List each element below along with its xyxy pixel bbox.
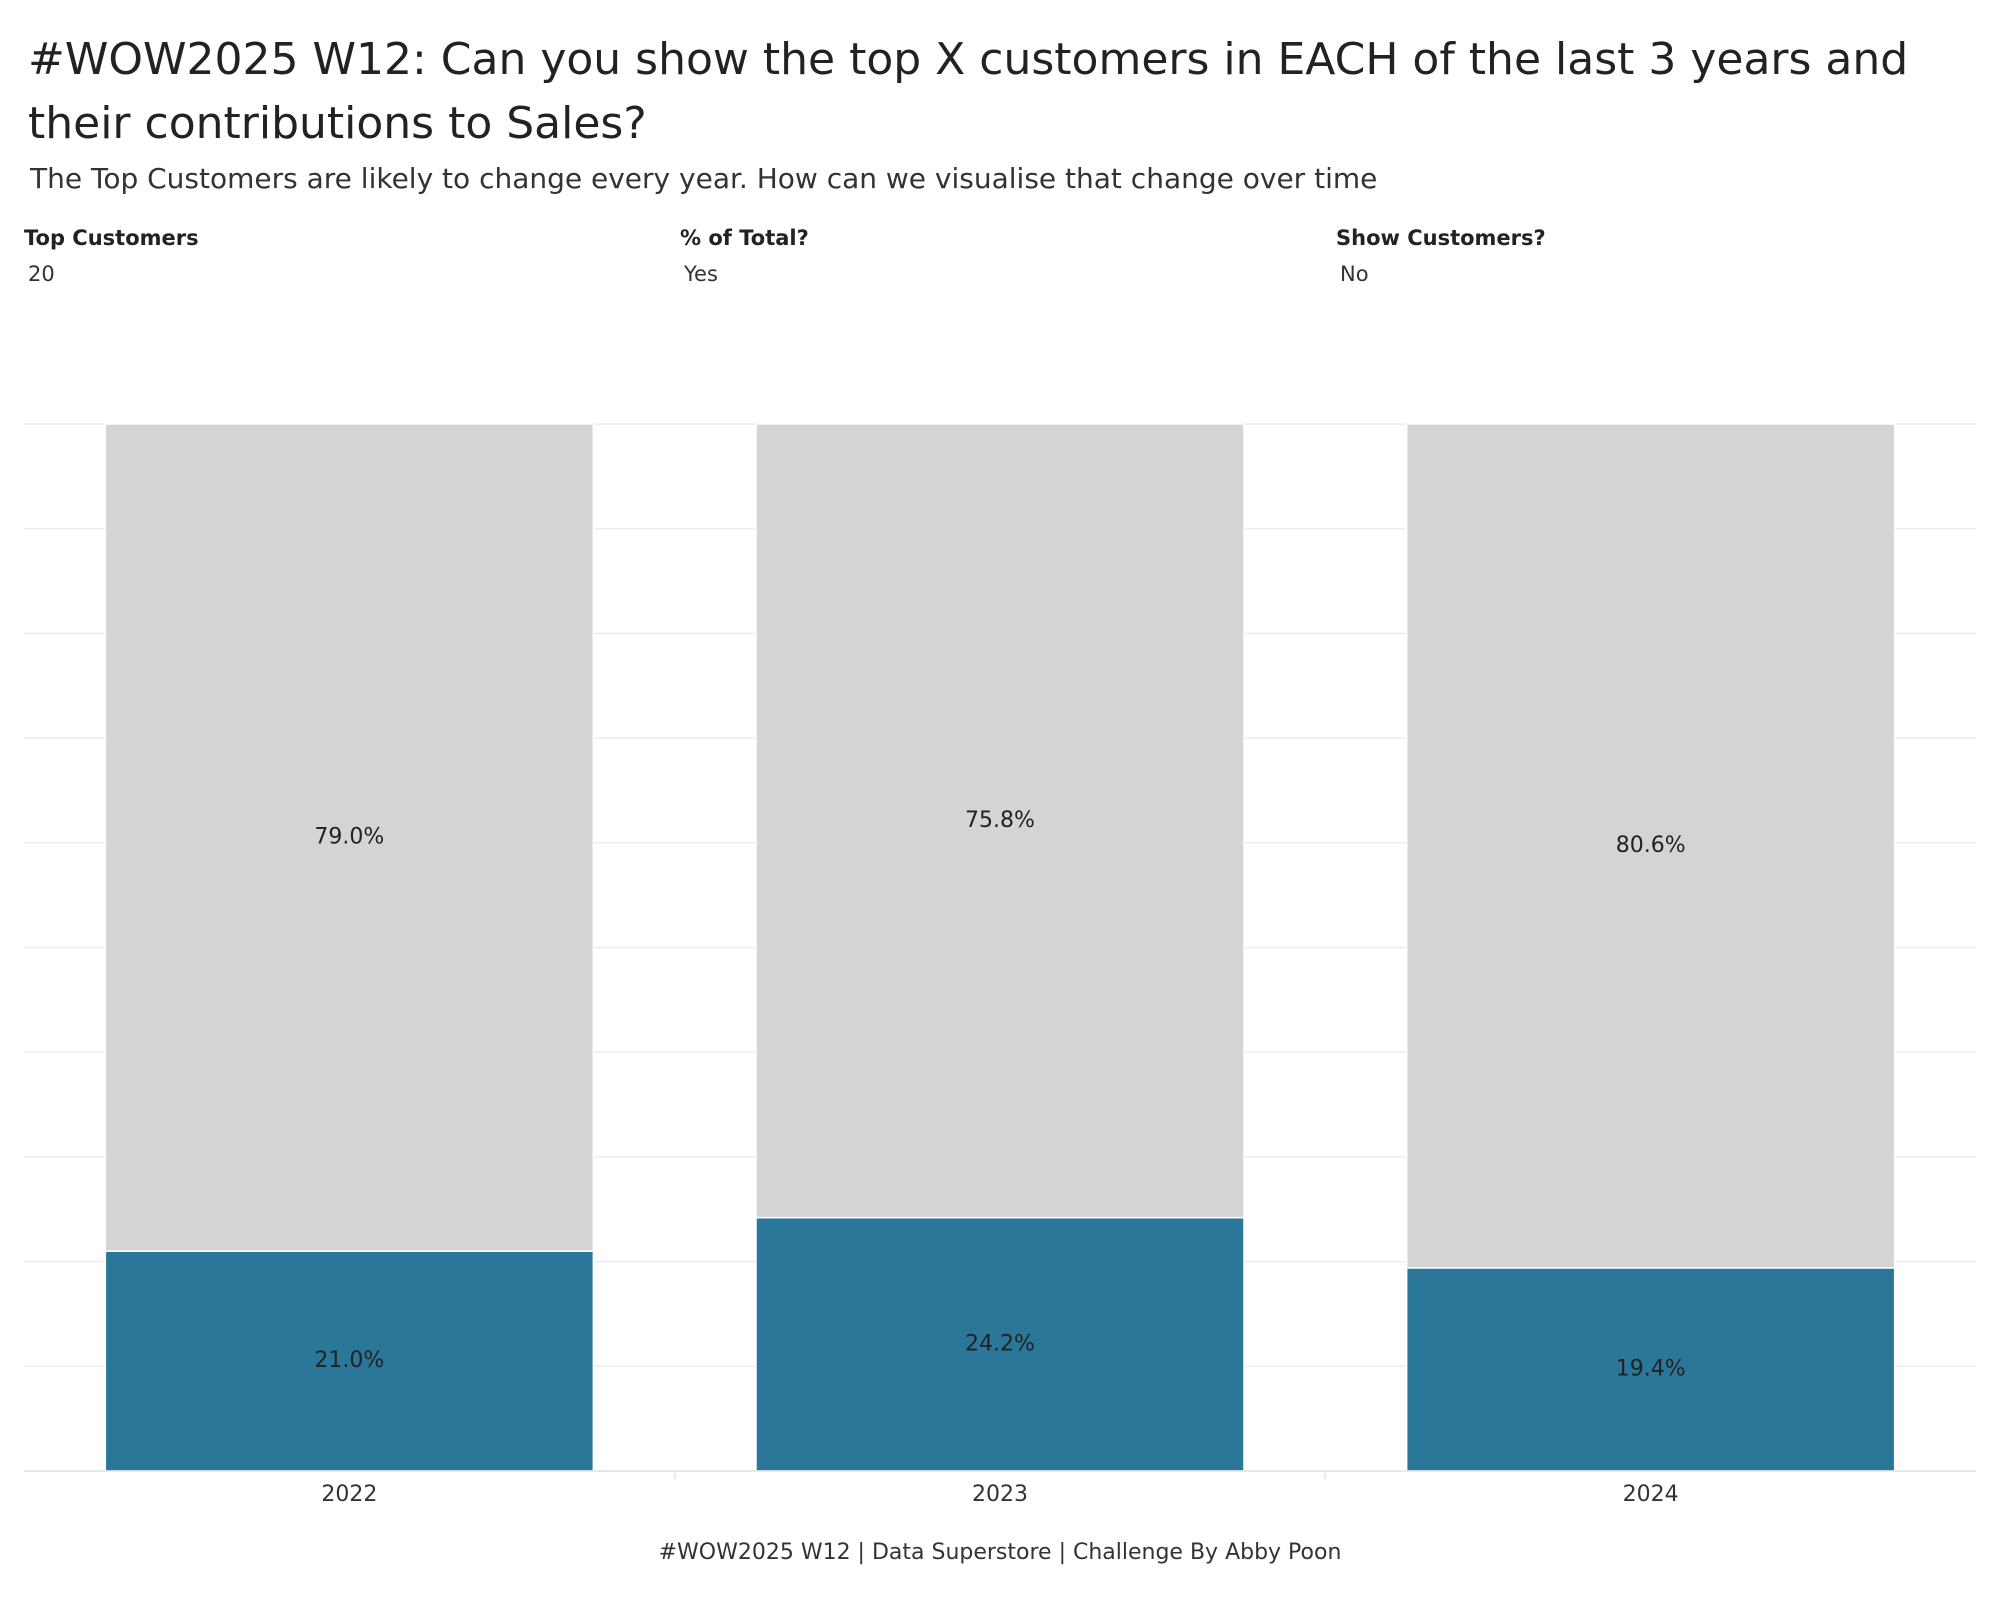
- filter[interactable]: Show Customers? No: [1336, 226, 1936, 286]
- footer: #WOW2025 W12 | Data Superstore | Challen…: [659, 1540, 1342, 1565]
- data-label: 80.6%: [1616, 833, 1686, 858]
- data-label: 21.0%: [314, 1348, 384, 1373]
- bar-segment: [755, 1216, 1245, 1472]
- x-tick-label: 2024: [1623, 1482, 1679, 1507]
- dashboard-title: #WOW2025 W12: Can you show the top X cus…: [28, 34, 1909, 149]
- filter-value[interactable]: 20: [28, 262, 55, 286]
- filter-label: Top Customers: [24, 226, 199, 250]
- x-tick-label: 2023: [972, 1482, 1028, 1507]
- bar-segment: [755, 423, 1245, 1219]
- bar-segment: [1405, 1267, 1896, 1472]
- filter-label: Show Customers?: [1336, 226, 1546, 250]
- filter-label: % of Total?: [680, 226, 809, 250]
- bar-segment: [104, 423, 595, 1252]
- data-label: 79.0%: [314, 825, 384, 850]
- data-label: 75.8%: [965, 808, 1035, 833]
- filter[interactable]: % of Total? Yes: [680, 226, 1280, 286]
- data-label: 19.4%: [1616, 1356, 1686, 1381]
- filter-value[interactable]: Yes: [684, 262, 718, 286]
- data-label: 24.2%: [965, 1331, 1035, 1356]
- x-tick-label: 2022: [321, 1482, 377, 1507]
- filter[interactable]: Top Customers 20: [24, 226, 624, 286]
- dashboard-subtitle: The Top Customers are likely to change e…: [30, 162, 1378, 195]
- bar-segment: [104, 1250, 595, 1472]
- filter-value[interactable]: No: [1340, 262, 1369, 286]
- bar-segment: [1405, 423, 1896, 1269]
